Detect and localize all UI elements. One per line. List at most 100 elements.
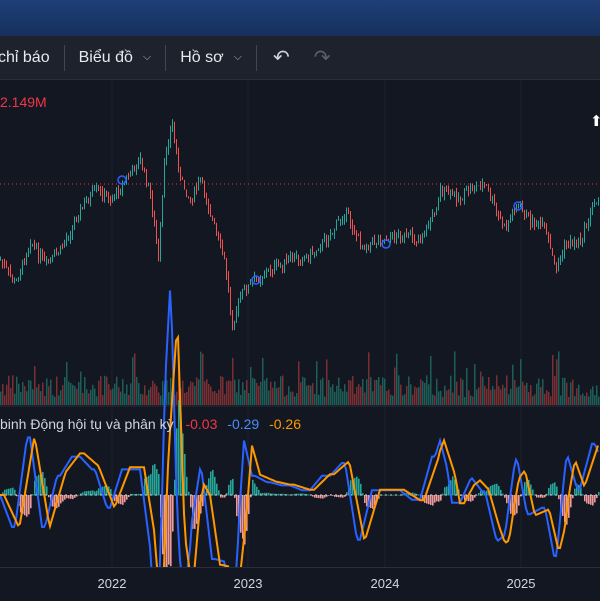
histogram-bar (562, 495, 564, 516)
volume-bar (504, 387, 506, 405)
histogram-bar (72, 495, 74, 500)
histogram-bar (154, 464, 156, 496)
histogram-bar (268, 492, 270, 496)
histogram-bar (518, 495, 520, 506)
volume-bar (470, 395, 472, 405)
chart-menu-button[interactable]: Biểu đồ ⌵ (79, 36, 152, 80)
histogram-bar (316, 495, 318, 498)
histogram-bar (178, 400, 180, 496)
signal-line (0, 334, 599, 567)
volume-bar (296, 393, 298, 405)
volume-bar (306, 385, 308, 405)
volume-bar (116, 376, 118, 405)
volume-bar (568, 396, 570, 405)
volume-bar (524, 385, 526, 405)
volume-bar (562, 377, 564, 405)
volume-bar (28, 380, 30, 405)
volume-bar (128, 394, 130, 405)
indicators-label: chỉ báo (0, 48, 50, 66)
histogram-bar (516, 495, 518, 514)
volume-bar (106, 376, 108, 405)
volume-bar (242, 382, 244, 405)
histogram-bar (408, 492, 410, 496)
histogram-bar (536, 495, 538, 498)
volume-bar (10, 387, 12, 405)
volume-bar (484, 385, 486, 405)
volume-bar (474, 364, 476, 405)
histogram-bar (208, 478, 210, 496)
volume-bar (402, 395, 404, 405)
time-axis[interactable]: 2022 2023 2024 2025 (0, 567, 600, 601)
volume-bar (506, 375, 508, 405)
volume-bar (558, 351, 560, 405)
chevron-down-icon: ⌵ (142, 51, 152, 63)
histogram-bar (596, 495, 598, 499)
macd-line-value: -0.29 (227, 416, 260, 432)
histogram-bar (158, 473, 160, 496)
volume-bar (202, 353, 204, 405)
volume-bar (102, 395, 104, 405)
volume-bar (412, 394, 414, 405)
arrow-up-icon: ⬆ (590, 113, 600, 130)
histogram-bar (304, 493, 306, 496)
histogram-bar (350, 480, 352, 496)
volume-bar (544, 393, 546, 405)
volume-bar (192, 382, 194, 405)
histogram-bar (254, 483, 256, 496)
volume-bar (214, 390, 216, 405)
histogram-bar (432, 495, 434, 506)
volume-bar (290, 391, 292, 405)
histogram-bar (392, 494, 394, 496)
volume-bar (190, 381, 192, 405)
histogram-bar (124, 495, 126, 503)
histogram-bar (590, 495, 592, 505)
volume-bar (2, 384, 4, 405)
histogram-bar (444, 487, 446, 496)
indicators-button[interactable]: chỉ báo (0, 36, 50, 80)
histogram-bar (524, 482, 526, 496)
histogram-bar (394, 494, 396, 496)
histogram-bar (358, 478, 360, 496)
volume-bar (176, 391, 178, 405)
histogram-bar (262, 492, 264, 496)
volume-bar (30, 380, 32, 405)
volume-bar (350, 380, 352, 405)
histogram-bar (34, 480, 36, 496)
histogram-bar (430, 495, 432, 505)
price-level-label: 2.149M (0, 94, 47, 110)
volume-bar (76, 388, 78, 405)
macd-indicator-name[interactable]: binh Động hội tụ và phân kỳ (0, 416, 174, 432)
volume-bar (486, 388, 488, 405)
volume-bar (204, 381, 206, 405)
undo-button[interactable]: ↶ (273, 36, 290, 80)
histogram-bar (256, 486, 258, 496)
volume-bar (406, 386, 408, 405)
redo-icon: ↷ (313, 47, 331, 69)
histogram-bar (292, 494, 294, 496)
histogram-bar (308, 494, 310, 496)
volume-bar (122, 379, 124, 405)
volume-bar (92, 384, 94, 405)
volume-bar (78, 382, 80, 405)
histogram-bar (544, 495, 546, 498)
volume-bar (148, 389, 150, 405)
histogram-bar (588, 495, 590, 505)
profile-menu-button[interactable]: Hồ sơ ⌵ (180, 36, 242, 80)
volume-bar (200, 351, 202, 405)
histogram-bar (372, 495, 374, 509)
volume-bar (332, 384, 334, 405)
redo-button[interactable]: ↷ (314, 36, 331, 80)
volume-bar (14, 393, 16, 405)
histogram-bar (106, 485, 108, 496)
histogram-bar (100, 487, 102, 496)
volume-bar (498, 386, 500, 405)
histogram-bar (2, 492, 4, 496)
chart-area[interactable] (0, 80, 600, 567)
volume-bar (330, 386, 332, 405)
volume-bar (292, 391, 294, 405)
volume-bar (598, 396, 600, 405)
volume-bar (188, 386, 190, 405)
histogram-bar (312, 495, 314, 497)
histogram-bar (366, 495, 368, 507)
histogram-bar (586, 495, 588, 504)
